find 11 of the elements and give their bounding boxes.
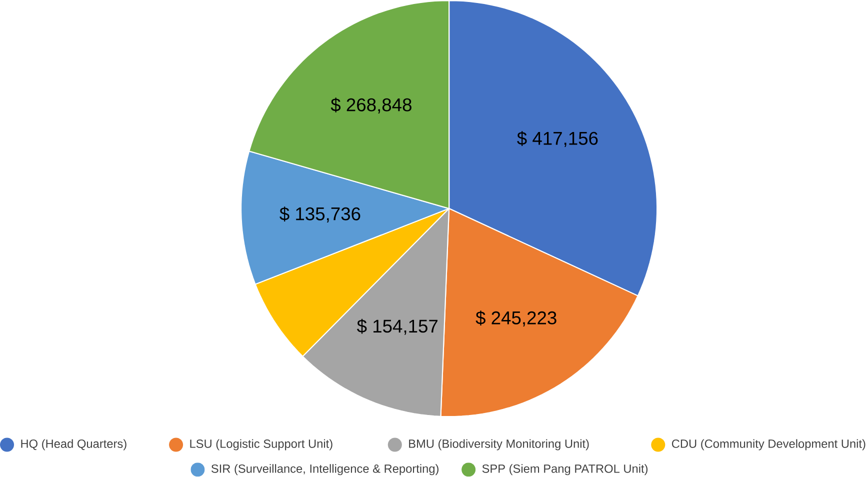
legend-label: HQ (Head Quarters) — [21, 439, 126, 450]
data-label: $ 268,848 — [330, 98, 412, 114]
legend-label: CDU (Community Development Unit) — [672, 439, 866, 450]
legend-label: BMU (Biodiversity Monitoring Unit) — [409, 439, 589, 450]
data-label: $ 245,223 — [476, 310, 556, 327]
legend-label: SIR (Surveillance, Intelligence & Reporting) — [211, 464, 438, 476]
data-label: $ 154,157 — [357, 319, 438, 335]
data-label: $ 417,156 — [517, 131, 598, 148]
data-label: $ 135,736 — [280, 206, 360, 223]
legend-label: SPP (Siem Pang PATROL Unit) — [482, 464, 648, 476]
legend-label: LSU (Logistic Support Unit) — [190, 439, 332, 450]
